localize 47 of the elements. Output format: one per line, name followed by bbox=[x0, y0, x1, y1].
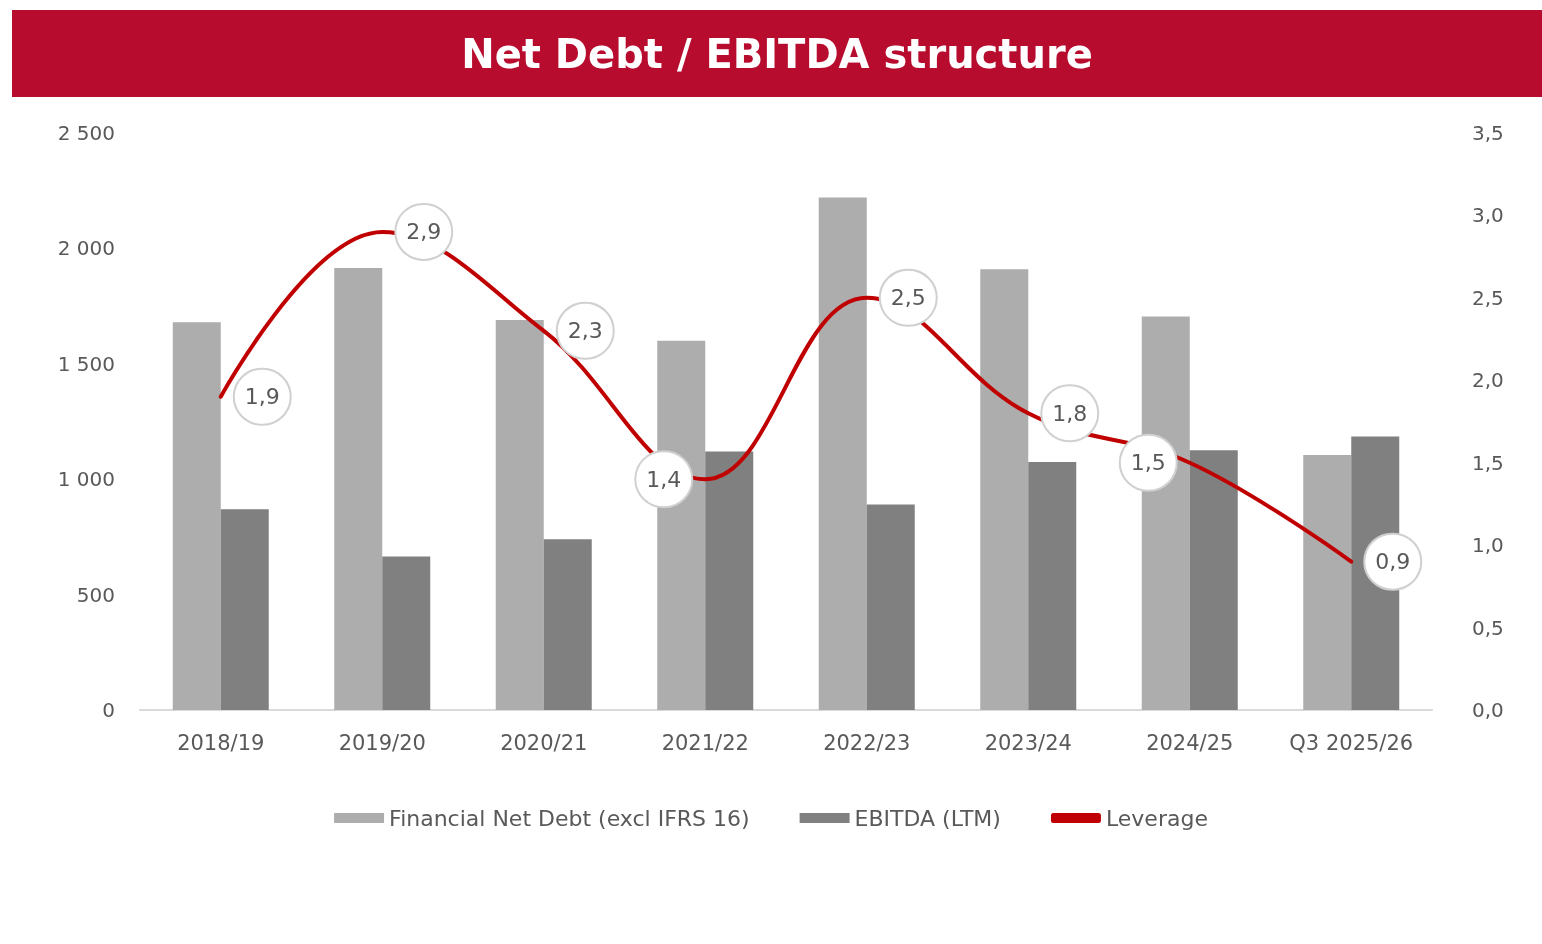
bar bbox=[1028, 461, 1077, 710]
x-tick-label: 2019/20 bbox=[338, 730, 426, 755]
y2-tick-label: 1,0 bbox=[1472, 533, 1504, 558]
y2-tick-label: 2,5 bbox=[1472, 285, 1504, 310]
y2-tick-label: 3,5 bbox=[1472, 121, 1504, 145]
y-tick-label: 1 000 bbox=[57, 467, 115, 492]
y-tick-label: 2 000 bbox=[57, 236, 115, 261]
bar bbox=[495, 319, 544, 710]
x-tick-label: 2020/21 bbox=[500, 730, 588, 755]
data-label: 1,4 bbox=[646, 466, 682, 492]
bar bbox=[172, 322, 221, 710]
data-label: 1,5 bbox=[1130, 450, 1166, 476]
x-tick-label: 2021/22 bbox=[661, 730, 749, 755]
x-tick-label: 2023/24 bbox=[984, 730, 1072, 755]
data-label: 2,5 bbox=[890, 285, 926, 311]
y-tick-label: 0 bbox=[102, 698, 115, 722]
bar bbox=[866, 504, 915, 710]
bar bbox=[1189, 450, 1238, 710]
legend-label: EBITDA (LTM) bbox=[854, 805, 1001, 831]
y2-tick-label: 3,0 bbox=[1472, 203, 1504, 228]
data-label: 0,9 bbox=[1375, 549, 1411, 575]
data-label: 1,8 bbox=[1052, 400, 1088, 426]
legend-label: Financial Net Debt (excl IFRS 16) bbox=[389, 805, 750, 831]
y2-tick-label: 0,5 bbox=[1472, 615, 1504, 640]
x-tick-label: 2018/19 bbox=[177, 730, 265, 755]
data-label: 2,3 bbox=[567, 318, 603, 344]
x-tick-label: Q3 2025/26 bbox=[1289, 730, 1414, 755]
legend-label: Leverage bbox=[1105, 805, 1208, 831]
bar bbox=[1303, 454, 1352, 710]
y2-tick-label: 0,0 bbox=[1472, 698, 1504, 722]
x-tick-label: 2022/23 bbox=[823, 730, 911, 755]
bar bbox=[818, 197, 867, 710]
bar bbox=[705, 451, 754, 710]
bar bbox=[220, 509, 269, 710]
data-label: 1,9 bbox=[244, 384, 280, 410]
bar bbox=[543, 539, 592, 710]
x-tick-label: 2024/25 bbox=[1146, 730, 1234, 755]
y-tick-label: 1 500 bbox=[57, 351, 115, 376]
y2-tick-label: 2,0 bbox=[1472, 368, 1504, 393]
y-tick-label: 500 bbox=[76, 582, 115, 607]
bar bbox=[980, 269, 1029, 710]
bar bbox=[334, 268, 383, 710]
bar bbox=[382, 556, 431, 710]
y2-tick-label: 1,5 bbox=[1472, 450, 1504, 475]
chart-title: Net Debt / EBITDA structure bbox=[12, 10, 1542, 97]
data-label: 2,9 bbox=[406, 219, 442, 245]
y-tick-label: 2 500 bbox=[57, 121, 115, 145]
